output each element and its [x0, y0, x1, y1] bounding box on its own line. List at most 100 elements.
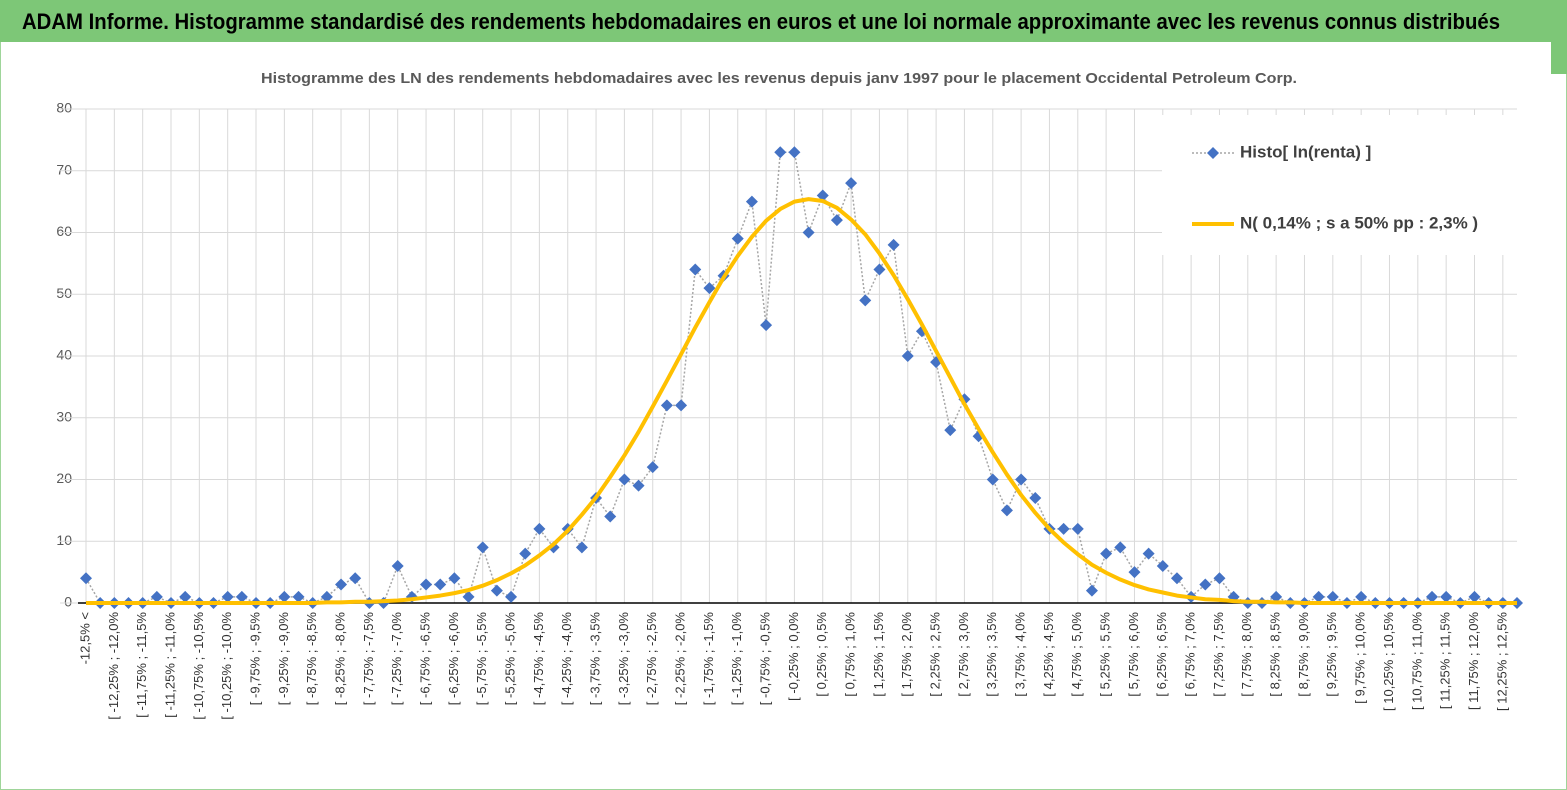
- x-tick-label: [ -10,25% ; -10,0%: [219, 612, 234, 720]
- data-point: [887, 238, 900, 251]
- x-tick-label: [ -3,25% ; -3,0%: [616, 612, 631, 706]
- x-tick-label: [ -1,25% ; -1,0%: [729, 612, 744, 706]
- data-point: [1029, 492, 1042, 505]
- x-tick-label: [ 6,75% ; 7,0%: [1183, 612, 1198, 697]
- y-tick-label: 30: [56, 408, 72, 424]
- x-tick-label: [ 11,25% ; 11,5%: [1438, 612, 1453, 710]
- data-point: [448, 572, 461, 585]
- y-tick-label: 70: [56, 161, 72, 177]
- x-tick-label: [ -3,75% ; -3,5%: [587, 612, 602, 706]
- y-tick-label: 80: [56, 100, 72, 116]
- data-point: [1425, 590, 1438, 603]
- plot: [80, 146, 1523, 609]
- x-tick-label: [ -5,25% ; -5,0%: [502, 612, 517, 706]
- data-point: [391, 559, 404, 572]
- data-point: [1355, 590, 1368, 603]
- x-tick-label: [ -0,75% ; -0,5%: [758, 612, 773, 706]
- x-tick-label: [ 11,75% ; 12,0%: [1466, 612, 1481, 710]
- x-tick-label: [ 3,75% ; 4,0%: [1013, 612, 1028, 697]
- x-tick-label: [ 12,25% ; 12,5%: [1494, 612, 1509, 711]
- data-point: [1114, 541, 1127, 554]
- data-point: [278, 590, 291, 603]
- data-point: [1085, 584, 1098, 597]
- data-point: [986, 473, 999, 486]
- data-point: [179, 590, 192, 603]
- x-tick-label: [ -7,25% ; -7,0%: [389, 612, 404, 706]
- x-tick-label: [ 7,25% ; 7,5%: [1211, 612, 1226, 697]
- x-tick-label: [ -6,75% ; -6,5%: [417, 612, 432, 706]
- data-point: [646, 461, 659, 474]
- data-point: [660, 399, 673, 412]
- data-point: [320, 590, 333, 603]
- legend-label: N( 0,14% ; s a 50% pp : 2,3% ): [1240, 213, 1478, 232]
- legend: Histo[ ln(renta) ] N( 0,14% ; s a 50% pp …: [1162, 115, 1517, 255]
- data-point: [221, 590, 234, 603]
- x-tick-label: [ 8,75% ; 9,0%: [1296, 612, 1311, 697]
- data-point: [575, 541, 588, 554]
- x-tick-label: [ -11,25% ; -11,0%: [162, 612, 177, 718]
- data-point: [490, 584, 503, 597]
- data-point: [618, 473, 631, 486]
- data-point: [745, 195, 758, 208]
- data-point: [150, 590, 163, 603]
- x-tick-label: [ -4,75% ; -4,5%: [531, 612, 546, 706]
- data-point: [1071, 522, 1084, 535]
- data-point: [1057, 522, 1070, 535]
- x-tick-label: [ 9,25% ; 9,5%: [1324, 612, 1339, 697]
- data-point: [1100, 547, 1113, 560]
- x-tick-label: [ 9,75% ; 10,0%: [1353, 612, 1368, 704]
- legend-box: [1162, 115, 1517, 255]
- x-tick-label: [ -5,75% ; -5,5%: [474, 612, 489, 706]
- data-point: [944, 424, 957, 437]
- x-tick-label: [ -9,75% ; -9,5%: [247, 612, 262, 706]
- x-tick-label: [ -10,75% ; -10,5%: [191, 612, 206, 720]
- x-tick-label: [ 10,75% ; 11,0%: [1409, 612, 1424, 710]
- data-point: [873, 263, 886, 276]
- x-tick-label: [ -2,25% ; -2,0%: [673, 612, 688, 706]
- data-point: [1142, 547, 1155, 560]
- y-tick-label: 40: [56, 347, 72, 363]
- data-point: [816, 189, 829, 202]
- data-point: [1170, 572, 1183, 585]
- x-tick-label: [ 7,75% ; 8,0%: [1239, 612, 1254, 697]
- x-tick-label: [ 10,25% ; 10,5%: [1381, 612, 1396, 711]
- data-point: [476, 541, 489, 554]
- header-tab: [1551, 42, 1567, 74]
- y-tick-label: 60: [56, 223, 72, 239]
- x-tick-label: [ -11,75% ; -11,5%: [134, 612, 149, 718]
- data-point: [1128, 566, 1141, 579]
- x-tick-label: [ 0,25% ; 0,5%: [814, 612, 829, 697]
- data-point: [335, 578, 348, 591]
- data-point: [788, 146, 801, 159]
- data-point: [774, 146, 787, 159]
- x-tick-label: [ 2,25% ; 2,5%: [928, 612, 943, 697]
- x-tick-label: [ 1,25% ; 1,5%: [871, 612, 886, 697]
- y-tick-label: 20: [56, 470, 72, 486]
- x-tick-label: [ -6,25% ; -6,0%: [446, 612, 461, 706]
- x-tick-label: [ -2,75% ; -2,5%: [644, 612, 659, 706]
- y-tick-label: 0: [64, 594, 72, 610]
- data-point: [505, 590, 518, 603]
- data-point: [1199, 578, 1212, 591]
- x-tick-label: [ 1,75% ; 2,0%: [899, 612, 914, 697]
- data-point: [1000, 504, 1013, 517]
- data-point: [519, 547, 532, 560]
- data-point: [1312, 590, 1325, 603]
- legend-marker: [1207, 147, 1219, 159]
- data-point: [675, 399, 688, 412]
- chart-title: Histogramme des LN des rendements hebdom…: [261, 70, 1297, 87]
- x-tick-label: [ -9,25% ; -9,0%: [276, 612, 291, 706]
- data-point: [731, 232, 744, 245]
- data-point: [703, 282, 716, 295]
- data-point: [462, 590, 475, 603]
- data-point: [1015, 473, 1028, 486]
- data-point: [533, 522, 546, 535]
- data-point: [1468, 590, 1481, 603]
- x-tick-label: [ -8,75% ; -8,5%: [304, 612, 319, 706]
- x-tick-label: [ -12,25% ; -12,0%: [106, 612, 121, 720]
- page-title: ADAM Informe. Histogramme standardisé de…: [22, 9, 1500, 34]
- data-point: [420, 578, 433, 591]
- grid: 0 10 20 30 40 50 60 70 80 -12,5% < [ -12,25% ; -12…: [56, 100, 1517, 720]
